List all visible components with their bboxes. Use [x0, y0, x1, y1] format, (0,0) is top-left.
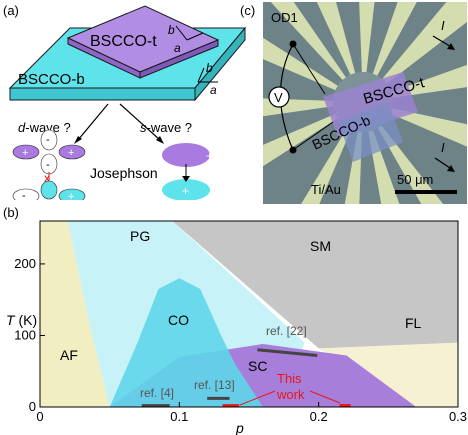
- svg-text:+: +: [206, 149, 213, 163]
- y-tick-label: 200: [14, 256, 36, 271]
- axis-b-bottom-label: b: [206, 61, 213, 75]
- region-label-sm: SM: [310, 238, 331, 254]
- axis-b-top-arrow: [175, 25, 188, 41]
- bottom-crystal-label: BSCCO-b: [18, 71, 85, 88]
- cross-mark: x: [44, 171, 50, 185]
- panel-c-label: (c): [240, 3, 256, 18]
- reference-segment: [257, 348, 318, 357]
- region-af: [40, 221, 110, 407]
- current-bottom-label: I: [441, 140, 445, 155]
- ref22-label: ref. [22]: [266, 324, 307, 338]
- josephson-label: Josephson: [90, 165, 158, 181]
- this-work-label-line2: work: [276, 387, 305, 402]
- this-work-pointer-left: [239, 390, 276, 406]
- axis-ticks: 0 0.1 0.2 0.3 0 100 200: [14, 256, 467, 424]
- y-tick-label: 100: [14, 327, 36, 342]
- svg-text:-: -: [46, 159, 50, 171]
- y-tick-label: 0: [29, 399, 36, 414]
- x-tick-label: 0.1: [170, 409, 188, 424]
- x-tick-label: 0: [36, 409, 43, 424]
- panel-a-illustration: BSCCO-t b a BSCCO-b b a d-wave ? s-wave …: [8, 5, 247, 200]
- y-axis-label: T (K): [6, 312, 37, 328]
- phase-regions: [40, 221, 458, 407]
- scale-bar-label: 50 μm: [397, 172, 433, 187]
- dwave-top-orbital: + + - -: [12, 129, 86, 175]
- this-work-pointer-right: [309, 390, 341, 404]
- ref13-label: ref. [13]: [194, 378, 235, 392]
- svg-text:+: +: [68, 147, 74, 159]
- axis-a-top-arrow: [186, 32, 204, 41]
- swave-bottom-orbital: [162, 179, 210, 200]
- top-crystal-label: BSCCO-t: [90, 33, 157, 50]
- panel-c-micrograph: OD1 BSCCO-t BSCCO-b V I I Ti/Au 50 μm: [263, 2, 467, 204]
- ref4-label: ref. [4]: [140, 386, 174, 400]
- swave-question: s-wave ?: [140, 120, 192, 135]
- this-work-label-line1: This: [277, 371, 302, 386]
- x-axis-label: p: [235, 420, 244, 435]
- voltmeter-label: V: [274, 90, 283, 105]
- region-label-fl: FL: [405, 315, 422, 331]
- top-crystal-side-face: [139, 39, 219, 79]
- bottom-crystal-flake: [338, 102, 403, 162]
- region-label-sc: SC: [248, 358, 267, 374]
- region-sm: [172, 221, 458, 349]
- voltmeter-icon: [268, 86, 290, 108]
- svg-text:+: +: [22, 147, 28, 159]
- region-label-af: AF: [60, 347, 78, 363]
- reference-segments: [141, 348, 351, 408]
- region-fl: [318, 342, 458, 407]
- electrode-material-label: Ti/Au: [311, 182, 341, 197]
- swave-top-orbital: [162, 143, 210, 167]
- axis-b-bottom-arrow: [197, 67, 205, 83]
- dwave-bottom-orbital: - +: [12, 180, 86, 200]
- panel-b-label: (b): [3, 205, 19, 220]
- dwave-arrow: [77, 103, 109, 141]
- panel-a-label: (a): [3, 3, 19, 18]
- x-tick-label: 0.2: [310, 409, 328, 424]
- region-label-co: CO: [168, 312, 189, 328]
- svg-text:-: -: [22, 190, 26, 200]
- x-tick-label: 0.3: [449, 409, 467, 424]
- svg-text:-: -: [46, 134, 50, 146]
- current-top-label: I: [441, 18, 445, 33]
- axis-a-top-label: a: [174, 41, 181, 55]
- phase-diagram: 0 0.1 0.2 0.3 0 100 200 PG SM CO AF FL SC ref.…: [6, 220, 467, 435]
- region-label-pg: PG: [130, 228, 150, 244]
- dwave-question: d-wave ?: [18, 120, 71, 135]
- svg-text:+: +: [182, 184, 189, 198]
- svg-text:+: +: [68, 191, 74, 200]
- region-co: [109, 278, 263, 407]
- bottom-crystal-front-face: [9, 87, 196, 101]
- scale-bar: [395, 190, 457, 194]
- swave-arrow: [119, 103, 161, 141]
- axis-b-top-label: b: [168, 23, 175, 37]
- od-label: OD1: [271, 10, 298, 25]
- axis-a-bottom-label: a: [210, 83, 217, 97]
- plot-frame: [39, 220, 459, 408]
